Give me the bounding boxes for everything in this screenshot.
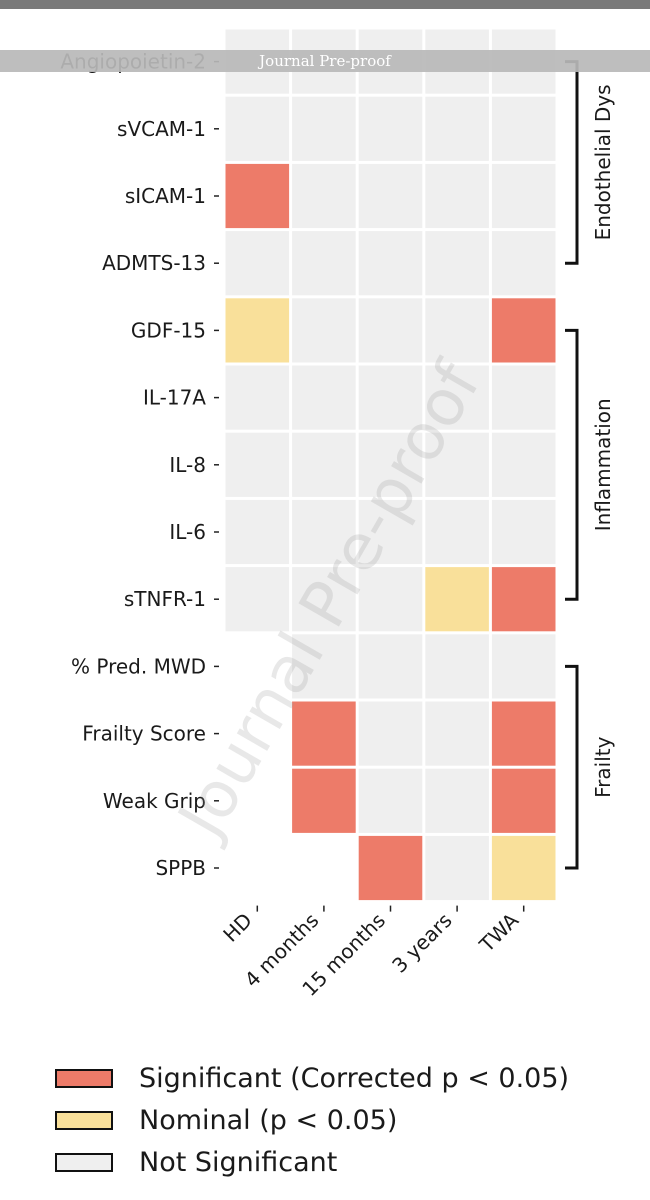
row-label-sicam-1: sICAM-1: [125, 184, 206, 208]
heatmap-cell-il-6-3-years: [425, 499, 489, 565]
row-label-il-8: IL-8: [169, 453, 206, 477]
heatmap-cell-admts-13-4-months: [292, 231, 356, 296]
heatmap-cell-admts-13-twa: [491, 231, 556, 296]
heatmap-cell-gdf-15-15-months: [358, 298, 423, 363]
row-label-il-6: IL-6: [169, 520, 206, 544]
row-label-svcam-1: sVCAM-1: [117, 117, 206, 141]
heatmap-cell-il-6-hd: [225, 499, 290, 565]
heatmap-cell-frailty-score-15-months: [358, 701, 423, 766]
heatmap-cell-svcam-1-4-months: [292, 96, 356, 161]
column-label-twa: TWA: [474, 908, 523, 957]
legend: Significant (Corrected p < 0.05) Nominal…: [55, 1057, 569, 1183]
heatmap-cell-sppb-3-years: [425, 835, 489, 901]
heatmap-cell-stnfr-1-4-months: [292, 567, 356, 632]
top-bar: [0, 0, 650, 9]
legend-swatch-significant: [55, 1068, 113, 1088]
heatmap-cell-weak-grip-twa: [491, 768, 556, 833]
heatmap-cell-gdf-15-3-years: [425, 298, 489, 363]
legend-item-nominal: Nominal (p < 0.05): [55, 1099, 569, 1141]
heatmap-cell-sppb-twa: [491, 835, 556, 901]
legend-swatch-nominal: [55, 1110, 113, 1130]
heatmap-cell-il-6-twa: [491, 499, 556, 565]
heatmap-cell-il-8-4-months: [292, 432, 356, 497]
heatmap-cell-svcam-1-twa: [491, 96, 556, 161]
heatmap-cell-admts-13-hd: [225, 231, 290, 296]
column-label-3-years: 3 years: [387, 908, 456, 977]
legend-label-nominal: Nominal (p < 0.05): [139, 1104, 398, 1136]
heatmap-cell-gdf-15-4-months: [292, 298, 356, 363]
heatmap-cell-weak-grip-4-months: [292, 768, 356, 833]
legend-item-not-significant: Not Significant: [55, 1141, 569, 1183]
heatmap-cell-sicam-1-15-months: [358, 163, 423, 229]
heatmap-cell-pred-mwd-3-years: [425, 634, 489, 699]
group-bracket-inflammation: [565, 328, 579, 601]
row-label-il-17a: IL-17A: [143, 386, 206, 410]
heatmap-cell-il-17a-15-months: [358, 365, 423, 430]
row-label-pred-mwd: % Pred. MWD: [71, 654, 206, 678]
group-bracket-frailty: [565, 664, 579, 870]
heatmap-cell-il-8-3-years: [425, 432, 489, 497]
legend-label-not-significant: Not Significant: [139, 1146, 338, 1178]
row-label-weak-grip: Weak Grip: [103, 789, 206, 813]
heatmap-cell-svcam-1-3-years: [425, 96, 489, 161]
heatmap-cell-il-8-15-months: [358, 432, 423, 497]
heatmap-cell-il-8-hd: [225, 432, 290, 497]
heatmap-cell-svcam-1-hd: [225, 96, 290, 161]
heatmap-cell-pred-mwd-twa: [491, 634, 556, 699]
heatmap-cell-gdf-15-hd: [225, 298, 290, 363]
heatmap-cell-sicam-1-3-years: [425, 163, 489, 229]
heatmap-cell-admts-13-3-years: [425, 231, 489, 296]
heatmap-cell-stnfr-1-15-months: [358, 567, 423, 632]
heatmap-cell-stnfr-1-3-years: [425, 567, 489, 632]
group-label-frailty: Frailty: [591, 736, 615, 797]
heatmap-cell-frailty-score-3-years: [425, 701, 489, 766]
heatmap-cell-il-6-4-months: [292, 499, 356, 565]
heatmap-cell-sppb-15-months: [358, 835, 423, 901]
heatmap-cell-il-17a-4-months: [292, 365, 356, 430]
legend-item-significant: Significant (Corrected p < 0.05): [55, 1057, 569, 1099]
heatmap-cell-il-17a-3-years: [425, 365, 489, 430]
heatmap-cell-svcam-1-15-months: [358, 96, 423, 161]
heatmap-cell-gdf-15-twa: [491, 298, 556, 363]
heatmap-cell-sicam-1-twa: [491, 163, 556, 229]
heatmap-cell-stnfr-1-twa: [491, 567, 556, 632]
row-label-gdf-15: GDF-15: [131, 318, 206, 342]
heatmap-cell-admts-13-15-months: [358, 231, 423, 296]
journal-pre-proof-banner: Journal Pre-proof: [0, 50, 650, 72]
heatmap-cell-frailty-score-twa: [491, 701, 556, 766]
heatmap-cell-sicam-1-4-months: [292, 163, 356, 229]
heatmap-cell-stnfr-1-hd: [225, 567, 290, 632]
heatmap-cell-il-17a-twa: [491, 365, 556, 430]
heatmap-cell-il-6-15-months: [358, 499, 423, 565]
row-label-sppb: SPPB: [155, 856, 206, 880]
heatmap-cell-frailty-score-4-months: [292, 701, 356, 766]
heatmap-cell-sicam-1-hd: [225, 163, 290, 229]
group-bracket-endothelial-dys: [565, 60, 579, 265]
row-label-admts-13: ADMTS-13: [102, 251, 206, 275]
row-label-frailty-score: Frailty Score: [82, 722, 206, 746]
legend-label-significant: Significant (Corrected p < 0.05): [139, 1062, 570, 1094]
heatmap-cell-weak-grip-3-years: [425, 768, 489, 833]
heatmap-cell-pred-mwd-15-months: [358, 634, 423, 699]
heatmap-cell-il-17a-hd: [225, 365, 290, 430]
legend-swatch-not-significant: [55, 1152, 113, 1172]
row-label-stnfr-1: sTNFR-1: [124, 587, 206, 611]
column-label-hd: HD: [218, 908, 257, 947]
heatmap-cell-weak-grip-15-months: [358, 768, 423, 833]
heatmap-cell-pred-mwd-4-months: [292, 634, 356, 699]
heatmap-cell-il-8-twa: [491, 432, 556, 497]
group-label-inflammation: Inflammation: [591, 398, 615, 531]
group-label-endothelial-dys: Endothelial Dys: [591, 84, 615, 240]
